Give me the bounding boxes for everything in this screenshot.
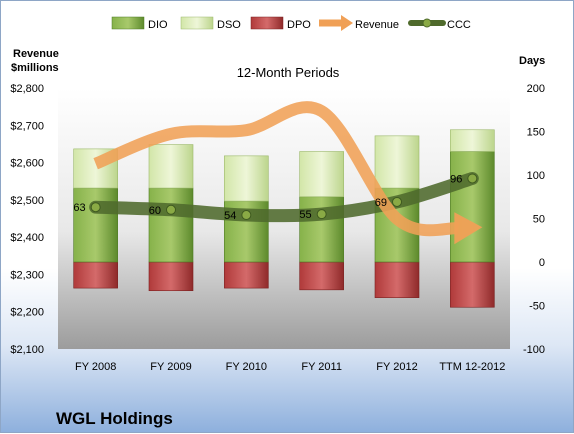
left-axis-title-line2: $millions	[11, 62, 59, 74]
ccc-point	[467, 173, 478, 184]
legend-dpo-label: DPO	[287, 19, 311, 31]
x-axis-tick-label: FY 2011	[301, 361, 342, 373]
legend-revenue-label: Revenue	[355, 19, 399, 31]
bar-dio	[148, 187, 194, 263]
legend-revenue-arrow-icon	[319, 15, 353, 31]
legend-dio-swatch	[111, 16, 145, 30]
bar-dso	[299, 151, 344, 198]
ccc-data-label: 54	[224, 210, 236, 222]
bar-dio	[450, 151, 495, 263]
x-axis-tick-label: FY 2010	[226, 361, 267, 373]
left-axis-tick-label: $2,300	[10, 269, 44, 281]
left-axis-tick-label: $2,800	[10, 83, 44, 95]
bar-dpo	[148, 261, 194, 292]
right-axis-tick-label: 200	[527, 83, 545, 95]
ccc-data-label: 63	[73, 202, 85, 214]
ccc-point	[316, 209, 327, 220]
legend-dpo-swatch	[250, 16, 284, 30]
bar-dso	[224, 155, 269, 202]
ccc-point	[166, 204, 176, 215]
right-axis-tick-label: -100	[523, 344, 545, 356]
ccc-data-label: 69	[375, 197, 387, 209]
company-name: WGL Holdings	[56, 409, 173, 428]
legend-dio-label: DIO	[148, 19, 168, 31]
ccc-data-label: 55	[299, 209, 311, 221]
left-axis-tick-label: $2,200	[10, 307, 44, 319]
left-axis-title-line1: Revenue	[13, 48, 59, 60]
ccc-data-label: 96	[450, 173, 462, 185]
x-axis-tick-label: FY 2009	[150, 361, 191, 373]
right-axis-tick-label: 150	[527, 127, 545, 139]
bar-dso	[148, 144, 194, 189]
left-axis-tick-label: $2,100	[10, 344, 44, 356]
bar-dpo	[374, 261, 420, 298]
revenue-arrowhead	[454, 212, 483, 245]
bar-dio	[73, 187, 118, 263]
right-axis-tick-label: 50	[533, 214, 545, 226]
left-axis-tick-label: $2,400	[10, 232, 44, 244]
bar-dpo	[73, 261, 118, 289]
x-axis-tick-label: FY 2008	[75, 361, 116, 373]
legend-dso-label: DSO	[217, 19, 241, 31]
legend-dso-swatch	[180, 16, 214, 30]
legend: DIO DSO DPO Revenue CCC	[111, 15, 471, 31]
bar-dpo	[224, 261, 269, 289]
ccc-point	[241, 210, 252, 221]
chart-title: 12-Month Periods	[237, 65, 340, 80]
x-axis-tick-label: FY 2012	[376, 361, 417, 373]
right-axis-title: Days	[519, 55, 545, 67]
ccc-point	[90, 202, 101, 213]
legend-ccc-line-icon	[408, 18, 446, 28]
right-axis-tick-label: -50	[529, 301, 545, 313]
bar-dpo	[299, 261, 344, 291]
ccc-series-line	[89, 171, 479, 223]
legend-ccc-label: CCC	[447, 19, 471, 31]
bar-dso	[374, 135, 420, 189]
left-axis-tick-label: $2,600	[10, 158, 44, 170]
left-axis-tick-label: $2,500	[10, 195, 44, 207]
ccc-point	[392, 196, 402, 207]
bar-dso	[450, 129, 495, 152]
right-axis-tick-label: 100	[527, 170, 545, 182]
ccc-data-label: 60	[149, 205, 161, 217]
right-axis-tick-label: 0	[539, 257, 545, 269]
left-axis-tick-label: $2,700	[10, 120, 44, 132]
bar-dpo	[450, 261, 495, 308]
x-axis-tick-label: TTM 12-2012	[439, 361, 505, 373]
revenue-series-line	[93, 101, 460, 237]
